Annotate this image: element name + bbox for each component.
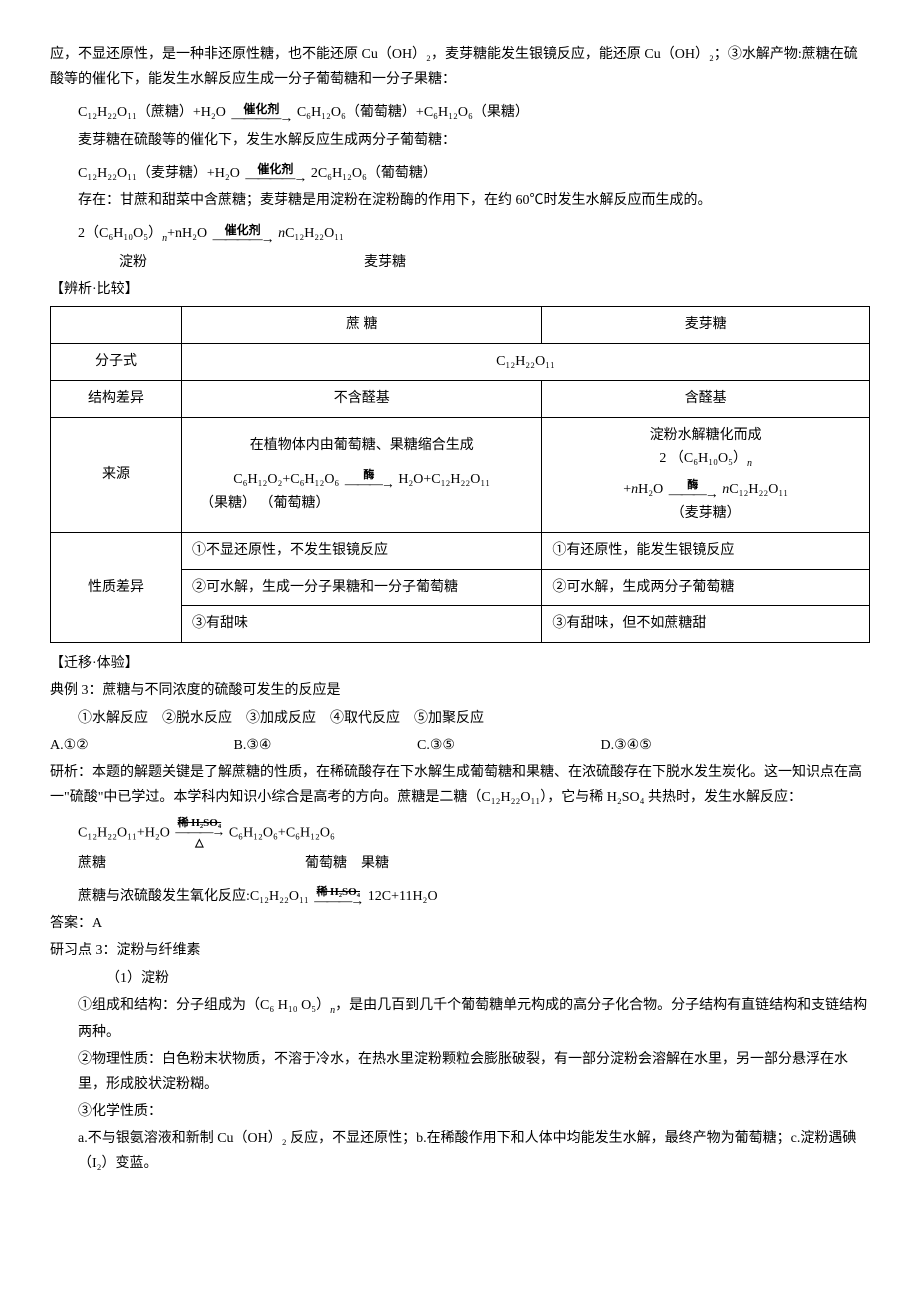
reaction-starch-to-maltose: 2（C₆H₁₀O₅）n+nH₂O 催化剂 ————→ nC₁₂H₂₂O₁₁ — [78, 221, 870, 248]
rxn5-pre: 蔗糖与浓硫酸发生氧化反应: — [78, 889, 250, 904]
arrow-catalyst-icon: 催化剂 ————→ — [231, 103, 291, 123]
intro-paragraph: 应，不显还原性，是一种非还原性糖，也不能还原 Cu（OH）₂，麦芽糖能发生银镜反… — [50, 42, 870, 92]
table-row: 蔗 糖 麦芽糖 — [51, 307, 870, 344]
choice-c: C.③⑤ — [417, 733, 597, 758]
prop-sucrose-3: ③有甜味 — [182, 606, 542, 643]
table-row: 结构差异 不含醛基 含醛基 — [51, 380, 870, 417]
rxn1-lhs: C₁₂H₂₂O₁₁（蔗糖）+H₂O — [78, 105, 226, 120]
prop-maltose-1: ①有还原性，能发生银镜反应 — [542, 532, 870, 569]
choice-a: A.①② — [50, 733, 230, 758]
rxn3-rhs: nC₁₂H₂₂O₁₁ — [278, 226, 344, 241]
formula-cell: C₁₂H₂₂O₁₁ — [182, 344, 870, 381]
study3-p2: ②物理性质：白色粉末状物质，不溶于冷水，在热水里淀粉颗粒会膨胀破裂，有一部分淀粉… — [50, 1047, 870, 1097]
row-label-source: 来源 — [51, 417, 182, 532]
reaction-maltose-hydrolysis: C₁₂H₂₂O₁₁（麦芽糖）+H₂O 催化剂 ————→ 2C₆H₁₂O₆（葡萄… — [78, 161, 870, 186]
row-label-formula: 分子式 — [51, 344, 182, 381]
prop-sucrose-1: ①不显还原性，不发生银镜反应 — [182, 532, 542, 569]
prop-sucrose-2: ②可水解，生成一分子果糖和一分子葡萄糖 — [182, 569, 542, 606]
arrow-acid-icon: 稀 H₂SO₄ ———→ — [314, 887, 362, 906]
rxn4-rhs: C₆H₁₂O₆+C₆H₁₂O₆ — [229, 826, 335, 841]
example3-analysis: 研析：本题的解题关键是了解蔗糖的性质，在稀硫酸存在下水解生成葡萄糖和果糖、在浓硫… — [50, 760, 870, 810]
choice-d: D.③④⑤ — [601, 733, 652, 758]
row-label-structure: 结构差异 — [51, 380, 182, 417]
arrow-catalyst-icon: 催化剂 ————→ — [213, 224, 273, 244]
table-row: 来源 在植物体内由葡萄糖、果糖缩合生成 C₆H₁₂O₂+C₆H₁₂O₆ 酶 ——… — [51, 417, 870, 532]
table-row: 性质差异 ①不显还原性，不发生银镜反应 ①有还原性，能发生银镜反应 — [51, 532, 870, 569]
arrow-catalyst-icon: 催化剂 ————→ — [245, 163, 305, 183]
rxn3-lhs-a: 2（C₆H₁₀O₅） — [78, 226, 162, 241]
example3-title: 典例 3：蔗糖与不同浓度的硫酸可发生的反应是 — [50, 678, 870, 703]
reaction-sucrose-conc-acid: 蔗糖与浓硫酸发生氧化反应:C₁₂H₂₂O₁₁ 稀 H₂SO₄ ———→ 12C+… — [78, 884, 870, 909]
migrate-title: 【迁移·体验】 — [50, 651, 870, 676]
header-maltose: 麦芽糖 — [542, 307, 870, 344]
study3-p4: a.不与银氨溶液和新制 Cu（OH）₂ 反应，不显还原性；b.在稀酸作用下和人体… — [50, 1126, 870, 1176]
structure-sucrose: 不含醛基 — [182, 380, 542, 417]
arrow-enzyme-icon: 酶 ———→ — [669, 480, 717, 499]
example3-choices: A.①② B.③④ C.③⑤ D.③④⑤ — [50, 733, 870, 758]
structure-maltose: 含醛基 — [542, 380, 870, 417]
prop-maltose-3: ③有甜味，但不如蔗糖甜 — [542, 606, 870, 643]
rxn5-lhs: C₁₂H₂₂O₁₁ — [250, 889, 309, 904]
rxn3-lhs-b: +nH₂O — [167, 226, 207, 241]
rxn4-labels: 蔗糖 葡萄糖 果糖 — [78, 851, 870, 876]
source-maltose: 淀粉水解糖化而成 2 （C₆H₁₀O₅）n +nH₂O 酶 ———→ nC₁₂H… — [542, 417, 870, 532]
rxn2-lhs: C₁₂H₂₂O₁₁（麦芽糖）+H₂O — [78, 166, 240, 181]
rxn1-rhs: C₆H₁₂O₆（葡萄糖）+C₆H₁₂O₆（果糖） — [297, 105, 529, 120]
rxn2-rhs: 2C₆H₁₂O₆（葡萄糖） — [311, 166, 437, 181]
compare-title: 【辨析·比较】 — [50, 277, 870, 302]
study-point-3-title: 研习点 3：淀粉与纤维素 — [50, 938, 870, 963]
answer: 答案：A — [50, 911, 870, 936]
existence-paragraph: 存在：甘蔗和甜菜中含蔗糖；麦芽糖是用淀粉在淀粉酶的作用下，在约 60℃时发生水解… — [50, 188, 870, 213]
row-label-property: 性质差异 — [51, 532, 182, 642]
source-sucrose: 在植物体内由葡萄糖、果糖缩合生成 C₆H₁₂O₂+C₆H₁₂O₆ 酶 ———→ … — [182, 417, 542, 532]
reaction-sucrose-hydrolysis: C₁₂H₂₂O₁₁（蔗糖）+H₂O 催化剂 ————→ C₆H₁₂O₆（葡萄糖）… — [78, 100, 870, 125]
example3-options-enum: ①水解反应 ②脱水反应 ③加成反应 ④取代反应 ⑤加聚反应 — [50, 706, 870, 731]
study3-p1: ①组成和结构：分子组成为（C₆ H₁₀ O₅）n，是由几百到几千个葡萄糖单元构成… — [50, 993, 870, 1045]
compare-table: 蔗 糖 麦芽糖 分子式 C₁₂H₂₂O₁₁ 结构差异 不含醛基 含醛基 来源 在… — [50, 306, 870, 643]
choice-b: B.③④ — [234, 733, 414, 758]
table-row: 分子式 C₁₂H₂₂O₁₁ — [51, 344, 870, 381]
rxn5-rhs: 12C+11H₂O — [368, 889, 438, 904]
header-sucrose: 蔗 糖 — [182, 307, 542, 344]
reaction-sucrose-dilute-acid: C₁₂H₂₂O₁₁+H₂O 稀 H₂SO₄ ———→ △ C₆H₁₂O₆+C₆H… — [78, 818, 870, 848]
header-empty — [51, 307, 182, 344]
rxn4-lhs: C₁₂H₂₂O₁₁+H₂O — [78, 826, 170, 841]
study3-sub: （1）淀粉 — [50, 966, 870, 991]
maltose-hydrolysis-intro: 麦芽糖在硫酸等的催化下，发生水解反应生成两分子葡萄糖： — [50, 128, 870, 153]
arrow-enzyme-icon: 酶 ———→ — [345, 470, 393, 489]
study3-p3: ③化学性质： — [50, 1099, 870, 1124]
prop-maltose-2: ②可水解，生成两分子葡萄糖 — [542, 569, 870, 606]
rxn3-labels: 淀粉 麦芽糖 — [78, 250, 870, 275]
arrow-acid-heat-icon: 稀 H₂SO₄ ———→ △ — [175, 818, 223, 848]
